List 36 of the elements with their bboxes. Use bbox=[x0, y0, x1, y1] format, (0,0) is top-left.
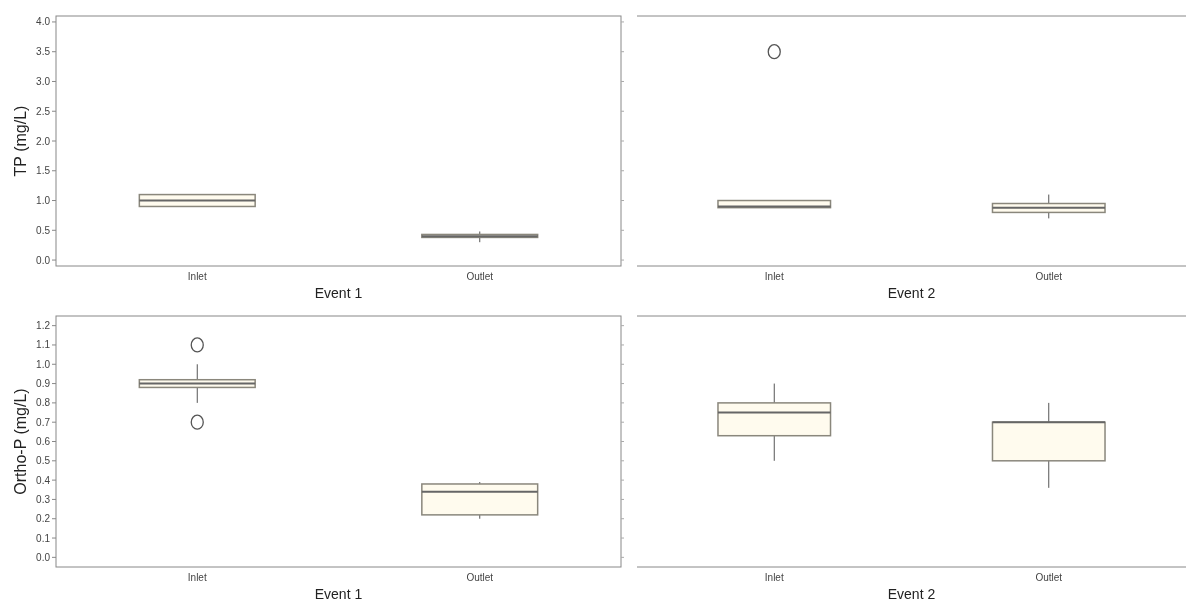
x-tick-label: Inlet bbox=[764, 271, 784, 282]
x-tick-label: Inlet bbox=[187, 572, 207, 583]
y-tick-label: 3.0 bbox=[36, 75, 51, 87]
y-tick-label: 3.5 bbox=[36, 46, 51, 58]
y-tick-label: 0.0 bbox=[36, 551, 51, 563]
y-axis-title: Ortho-P (mg/L) bbox=[12, 388, 29, 495]
y-tick-label: 1.0 bbox=[36, 195, 51, 207]
x-axis-title: Event 2 bbox=[887, 285, 936, 301]
y-tick-label: 0.1 bbox=[36, 532, 51, 544]
y-tick-label: 0.0 bbox=[36, 254, 51, 266]
x-axis-title: Event 1 bbox=[314, 586, 363, 602]
y-tick-label: 0.3 bbox=[36, 493, 51, 505]
y-tick-label: 1.1 bbox=[36, 339, 51, 351]
y-tick-label: 0.5 bbox=[36, 455, 51, 467]
y-tick-label: 0.9 bbox=[36, 378, 51, 390]
y-tick-label: 0.4 bbox=[36, 474, 51, 486]
x-tick-label: Outlet bbox=[1035, 271, 1063, 282]
y-axis-title: TP (mg/L) bbox=[12, 105, 29, 177]
y-tick-label: 0.6 bbox=[36, 436, 51, 447]
y-tick-label: 4.0 bbox=[36, 16, 51, 28]
x-tick-label: Outlet bbox=[466, 572, 494, 583]
y-tick-label: 0.8 bbox=[36, 397, 51, 409]
y-tick-label: 0.7 bbox=[36, 416, 51, 428]
y-tick-label: 1.2 bbox=[36, 320, 51, 332]
x-axis-title: Event 2 bbox=[887, 586, 936, 602]
y-tick-label: 0.5 bbox=[36, 224, 51, 236]
y-tick-label: 1.0 bbox=[36, 358, 51, 370]
x-tick-label: Inlet bbox=[764, 572, 784, 583]
y-tick-label: 2.5 bbox=[36, 105, 51, 117]
x-axis-title: Event 1 bbox=[314, 285, 363, 301]
x-tick-label: Outlet bbox=[1035, 572, 1063, 583]
x-tick-label: Outlet bbox=[466, 271, 494, 282]
x-tick-label: Inlet bbox=[187, 271, 207, 282]
y-tick-label: 0.2 bbox=[36, 513, 51, 525]
y-tick-label: 1.5 bbox=[36, 165, 51, 177]
y-tick-label: 2.0 bbox=[36, 135, 51, 147]
